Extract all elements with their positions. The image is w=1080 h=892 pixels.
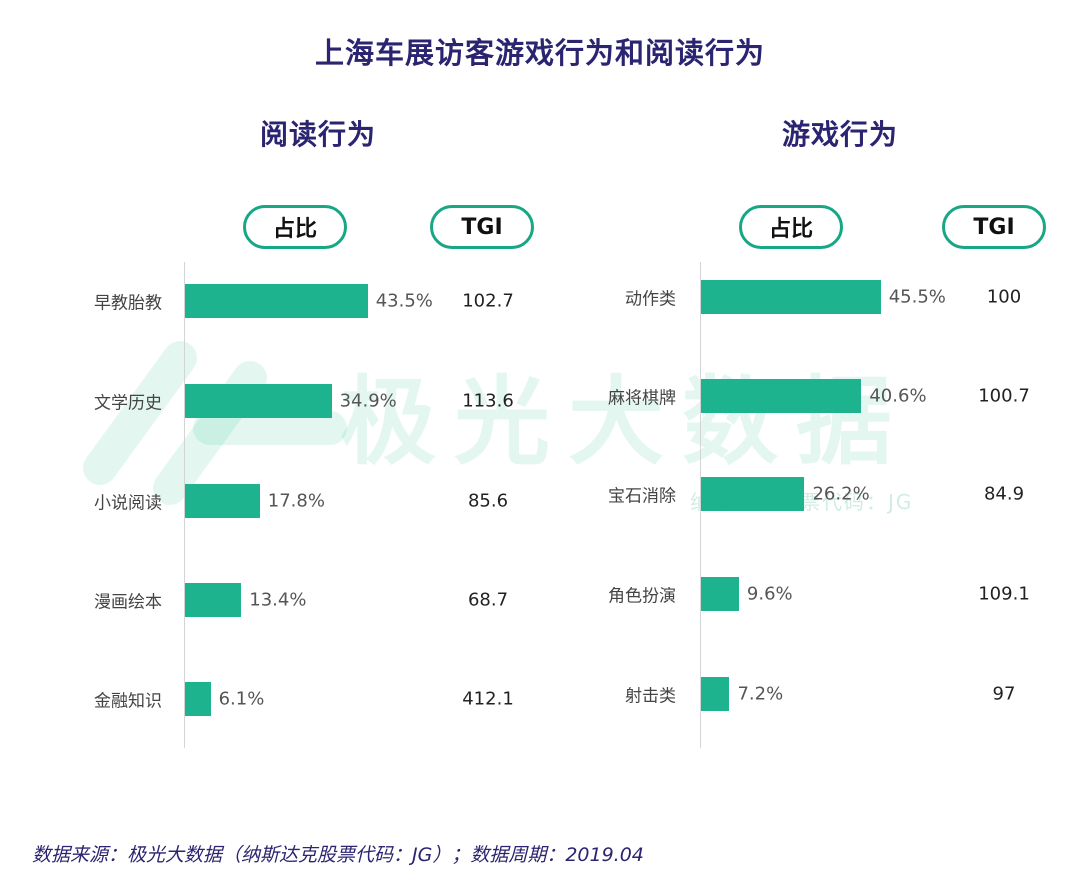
reading-bar (185, 484, 260, 518)
reading-bar (185, 682, 211, 716)
reading-bar (185, 384, 332, 418)
gaming-bar (701, 379, 862, 413)
reading-category-label: 文学历史 (94, 393, 162, 414)
gaming-tgi-value: 84.9 (983, 483, 1025, 505)
gaming-category-label: 射击类 (625, 686, 676, 707)
gaming-tgi-value: 97 (992, 683, 1016, 705)
reading-value-label: 17.8% (267, 490, 325, 512)
gaming-share-header: 占比 (739, 205, 843, 249)
reading-share-header: 占比 (243, 205, 347, 249)
reading-category-label: 早教胎教 (94, 293, 162, 314)
reading-bar (185, 583, 242, 617)
reading-panel-title: 阅读行为 (259, 118, 376, 151)
gaming-bar (701, 280, 881, 314)
reading-value-label: 34.9% (339, 390, 397, 412)
reading-category-label: 小说阅读 (94, 493, 162, 514)
gaming-bar (701, 677, 730, 711)
data-source-note: 数据来源：极光大数据（纳斯达克股票代码：JG）；数据周期：2019.04 (32, 844, 644, 866)
gaming-value-label: 45.5% (888, 286, 946, 308)
gaming-category-label: 宝石消除 (608, 486, 676, 507)
reading-axis-line (184, 262, 185, 748)
page-title: 上海车展访客游戏行为和阅读行为 (314, 36, 765, 70)
reading-value-label: 43.5% (375, 290, 433, 312)
gaming-value-label: 9.6% (746, 583, 793, 605)
reading-value-label: 6.1% (218, 688, 265, 710)
gaming-category-label: 麻将棋牌 (608, 388, 676, 409)
reading-tgi-value: 102.7 (462, 290, 514, 312)
gaming-tgi-header: TGI (942, 205, 1046, 249)
gaming-bar (701, 577, 739, 611)
reading-value-label: 13.4% (249, 589, 307, 611)
reading-bar (185, 284, 368, 318)
gaming-value-label: 7.2% (737, 683, 784, 705)
reading-category-label: 金融知识 (94, 691, 162, 712)
reading-tgi-value: 85.6 (467, 490, 509, 512)
gaming-value-label: 40.6% (869, 385, 927, 407)
reading-tgi-value: 68.7 (467, 589, 509, 611)
reading-tgi-header: TGI (430, 205, 534, 249)
gaming-tgi-value: 109.1 (978, 583, 1030, 605)
reading-category-label: 漫画绘本 (94, 592, 162, 613)
gaming-category-label: 动作类 (625, 289, 676, 310)
gaming-tgi-value: 100.7 (978, 385, 1030, 407)
gaming-bar (701, 477, 805, 511)
reading-tgi-value: 113.6 (462, 390, 514, 412)
gaming-category-label: 角色扮演 (608, 586, 676, 607)
watermark-brand: 极光大数据 (340, 366, 910, 478)
gaming-value-label: 26.2% (812, 483, 870, 505)
reading-tgi-value: 412.1 (462, 688, 514, 710)
gaming-panel-title: 游戏行为 (781, 118, 898, 151)
gaming-tgi-value: 100 (986, 286, 1022, 308)
gaming-axis-line (700, 262, 701, 748)
